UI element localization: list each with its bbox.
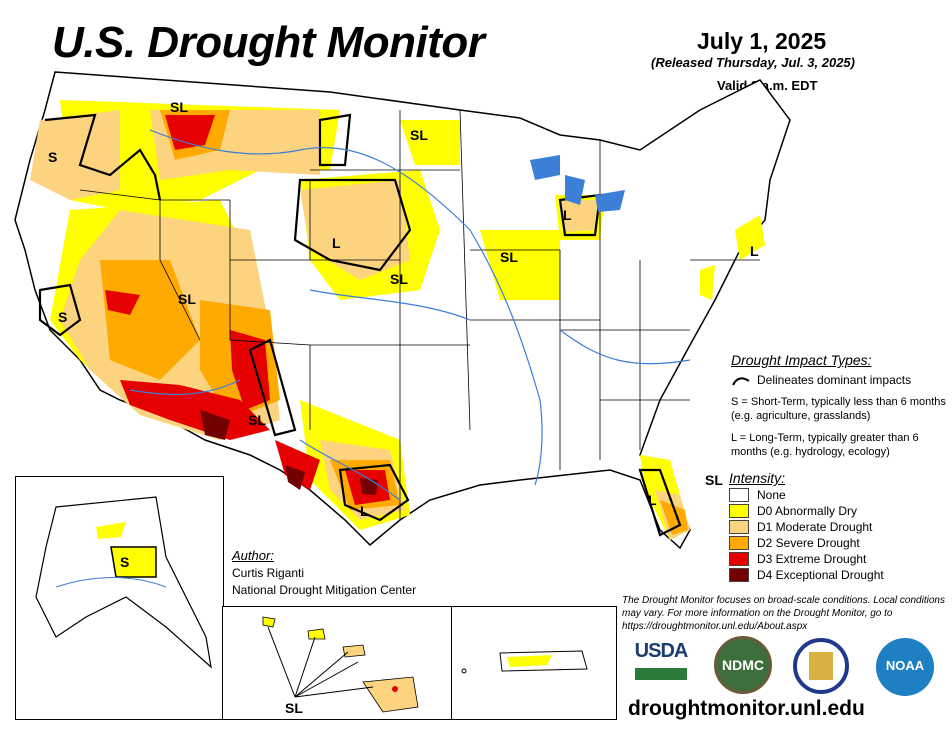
- swatch-d3: [729, 552, 749, 566]
- map-title: U.S. Drought Monitor: [52, 18, 485, 67]
- map-label: L: [648, 492, 657, 508]
- ndmc-logo: NDMC: [714, 636, 772, 694]
- author-heading: Author:: [232, 548, 274, 563]
- usda-logo-text: USDA: [634, 640, 689, 662]
- impact-line-label: Delineates dominant impacts: [757, 373, 912, 387]
- map-label: SL: [500, 249, 518, 265]
- swatch-d2: [729, 536, 749, 550]
- alaska-map: S: [35, 496, 212, 669]
- short-term-definition: S = Short-Term, typically less than 6 mo…: [731, 396, 946, 422]
- impact-lines: [38, 113, 682, 537]
- noaa-logo-text: NOAA: [885, 658, 925, 673]
- swatch-none: [729, 488, 749, 502]
- commerce-seal-logo: [793, 638, 849, 694]
- map-label: L: [332, 235, 341, 251]
- impact-map-labels: S SL SL L SL SL L SL SL L L SL S L: [48, 99, 759, 519]
- map-label: S: [58, 309, 67, 325]
- intensity-label: None: [757, 488, 786, 502]
- intensity-row-none: None: [729, 487, 786, 503]
- map-label: SL: [390, 271, 408, 287]
- swatch-d4: [729, 568, 749, 582]
- swatch-d0: [729, 504, 749, 518]
- intensity-legend-heading: Intensity:: [729, 470, 786, 486]
- intensity-row-d1: D1 Moderate Drought: [729, 519, 872, 535]
- puerto-rico-map: [461, 650, 588, 674]
- swatch-d1: [729, 520, 749, 534]
- ndmc-logo-text: NDMC: [722, 657, 764, 673]
- map-label: SL: [410, 127, 428, 143]
- state-boundaries: [79, 109, 760, 520]
- impact-legend-heading: Drought Impact Types:: [731, 352, 872, 368]
- intensity-label: D3 Extreme Drought: [757, 552, 867, 566]
- author-organization: National Drought Mitigation Center: [232, 583, 417, 597]
- author-name: Curtis Riganti: [232, 566, 305, 580]
- release-date: (Released Thursday, Jul. 3, 2025): [651, 55, 855, 70]
- puerto-rico-inset: [451, 606, 617, 720]
- alaska-inset: S: [15, 476, 224, 720]
- intensity-label: D4 Exceptional Drought: [757, 568, 884, 582]
- intensity-row-d4: D4 Exceptional Drought: [729, 567, 884, 583]
- disclaimer-note: The Drought Monitor focuses on broad-sca…: [622, 595, 945, 632]
- intensity-row-d2: D2 Severe Drought: [729, 535, 860, 551]
- map-label: L: [360, 503, 369, 519]
- map-label: SL: [285, 700, 303, 716]
- map-label: S: [48, 149, 57, 165]
- impact-line-icon: [732, 377, 750, 386]
- intensity-label: D0 Abnormally Dry: [757, 504, 858, 518]
- d4-areas: [200, 410, 378, 495]
- impact-line-legend: Delineates dominant impacts: [731, 373, 911, 387]
- rivers: [129, 129, 691, 501]
- hawaii-inset: SL: [222, 606, 453, 720]
- map-date: July 1, 2025: [697, 28, 827, 54]
- map-label: L: [750, 243, 759, 259]
- website-url[interactable]: droughtmonitor.unl.edu: [628, 697, 865, 720]
- intensity-row-d3: D3 Extreme Drought: [729, 551, 866, 567]
- long-term-definition: L = Long-Term, typically greater than 6 …: [731, 432, 919, 458]
- map-label: S: [120, 554, 129, 570]
- hawaii-map: SL: [262, 616, 419, 716]
- map-label: SL: [248, 412, 266, 428]
- map-label: L: [563, 207, 572, 223]
- noaa-logo: NOAA: [876, 638, 934, 696]
- map-label: SL: [170, 99, 188, 115]
- intensity-row-d0: D0 Abnormally Dry: [729, 503, 857, 519]
- intensity-label: D2 Severe Drought: [757, 536, 860, 550]
- map-label: SL: [705, 472, 723, 488]
- map-label: SL: [178, 291, 196, 307]
- intensity-label: D1 Moderate Drought: [757, 520, 873, 534]
- usda-logo: USDA: [633, 640, 689, 686]
- great-lakes: [530, 155, 625, 212]
